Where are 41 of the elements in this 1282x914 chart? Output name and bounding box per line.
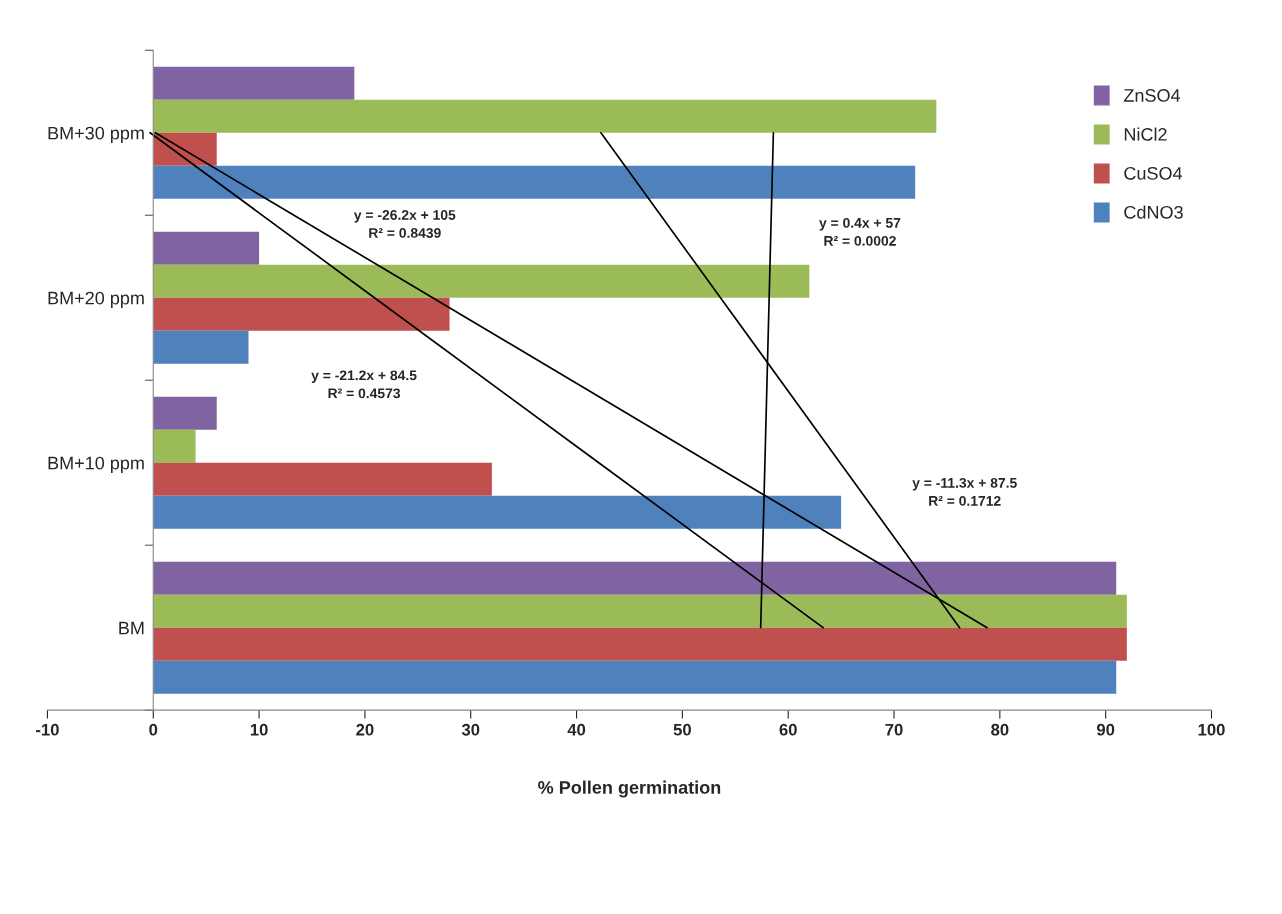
y-tick-label: BM+20 ppm	[48, 291, 144, 309]
y-tick-label: BM	[119, 621, 144, 635]
bar	[153, 231, 260, 265]
bar	[153, 396, 217, 430]
annotation: y = 0.4x + 57 R² = 0.0002	[819, 217, 901, 246]
bar	[153, 264, 810, 298]
bar	[153, 66, 355, 100]
legend-label: NiCl2	[1124, 127, 1167, 141]
bar	[153, 660, 1117, 694]
bar	[153, 132, 217, 166]
x-tick-label: 50	[673, 723, 691, 736]
x-tick-label: 0	[149, 723, 158, 736]
x-tick-label: 40	[567, 723, 586, 736]
x-axis-title: % Pollen germination	[538, 780, 721, 798]
x-tick-label: 60	[779, 723, 797, 736]
bar	[153, 495, 842, 529]
x-tick-label: 90	[1096, 723, 1115, 736]
annotation: y = -21.2x + 84.5 R² = 0.4573	[311, 370, 417, 399]
annotation: y = -11.3x + 87.5 R² = 0.1712	[912, 477, 1017, 506]
bar	[153, 462, 492, 496]
legend-label: ZnSO4	[1123, 89, 1181, 102]
bar	[153, 297, 450, 331]
y-tick-label: BM+10 ppm	[48, 456, 144, 473]
bar	[153, 594, 1127, 628]
x-tick-label: 100	[1198, 723, 1225, 736]
legend-label: CuSO4	[1124, 166, 1183, 180]
annotation: y = -26.2x + 105 R² = 0.8439	[353, 210, 456, 238]
bar	[153, 627, 1127, 661]
bar	[153, 99, 937, 133]
bar	[153, 165, 916, 199]
bar	[153, 429, 196, 463]
legend-label: CdNO3	[1124, 205, 1183, 219]
bar	[153, 561, 1117, 595]
x-tick-label: 20	[356, 723, 374, 736]
y-tick-label: BM+30 ppm	[48, 126, 144, 144]
x-tick-label: 30	[461, 723, 480, 736]
x-tick-label: 10	[250, 723, 268, 736]
bar	[153, 330, 249, 364]
x-tick-label: 70	[885, 723, 903, 736]
x-tick-label: 80	[991, 723, 1009, 736]
x-tick-label: -10	[36, 723, 59, 736]
